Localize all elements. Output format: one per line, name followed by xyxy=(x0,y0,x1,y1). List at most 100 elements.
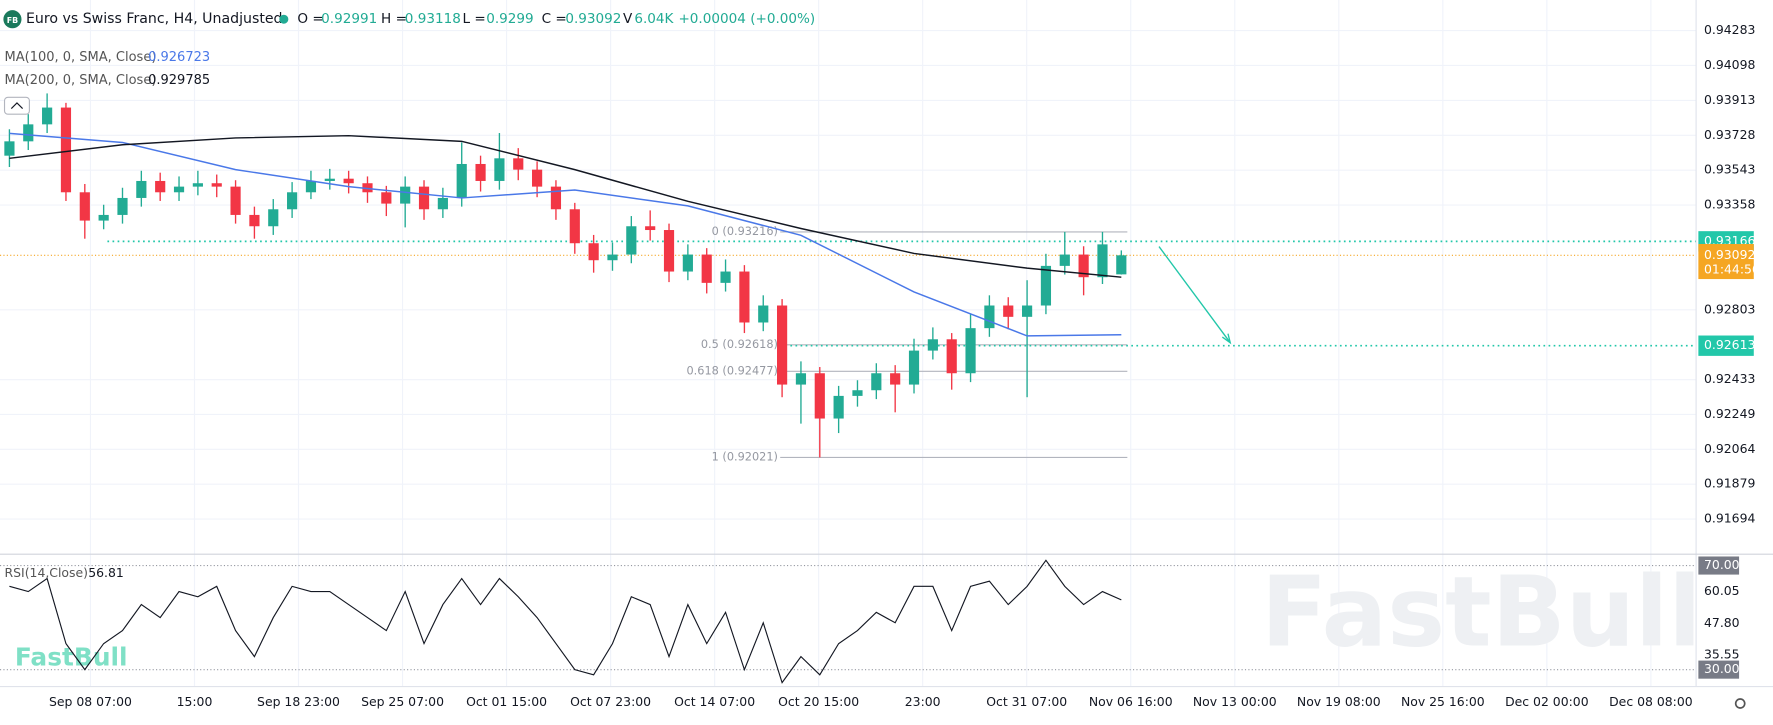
axes: Sep 08 07:00 15:00 Sep 18 23:00 Sep 25 07:0… xyxy=(49,22,1760,709)
countdown: 01:44:56 xyxy=(1704,262,1760,277)
legend-entry: MA(100, 0, SMA, Close) xyxy=(5,50,157,65)
fib-label: 0 (0.93216) xyxy=(712,225,778,238)
chart-title: Euro vs Swiss Franc, H4, Unadjusted xyxy=(26,11,283,27)
candle-body xyxy=(456,163,467,198)
watermark: FastBull xyxy=(1261,556,1702,669)
x-tick-label: Nov 19 08:00 xyxy=(1297,694,1381,709)
ohlc-label: V xyxy=(623,11,633,27)
y-tick-label: 0.93913 xyxy=(1704,92,1755,107)
candle-body xyxy=(249,214,260,227)
candle-body xyxy=(532,169,543,187)
candle-body xyxy=(230,186,241,215)
ma-line xyxy=(9,132,1122,337)
legend: MA(100, 0, SMA, Close)0.926723 MA(200, 0,… xyxy=(5,11,816,580)
ohlc-label: C = xyxy=(542,11,567,27)
candle-body xyxy=(155,180,166,193)
x-tick-label: Nov 06 16:00 xyxy=(1089,694,1173,709)
status-dot xyxy=(279,14,289,24)
change: +0.00004 (+0.00%) xyxy=(678,11,815,27)
candle-body xyxy=(381,192,392,204)
x-tick-label: Oct 07 23:00 xyxy=(570,694,651,709)
y-tick-label: 30.00 xyxy=(1704,661,1740,676)
y-tick-label: 70.00 xyxy=(1704,557,1740,572)
y-tick-label: 0.92064 xyxy=(1704,441,1755,456)
x-tick-label: 15:00 xyxy=(177,694,213,709)
x-tick-label: Oct 31 07:00 xyxy=(986,694,1067,709)
x-tick-label: 23:00 xyxy=(905,694,941,709)
candle-body xyxy=(23,124,34,142)
collapse-button[interactable] xyxy=(3,96,30,115)
candle-body xyxy=(758,305,769,323)
candle-body xyxy=(550,186,562,210)
candle-body xyxy=(475,163,486,181)
rsi-value: 56.81 xyxy=(88,565,124,580)
x-tick-label: Sep 25 07:00 xyxy=(361,694,444,709)
legend-value: 0.926723 xyxy=(148,50,210,65)
ohlc-value: 0.93118 xyxy=(405,11,461,27)
candle-body xyxy=(852,390,863,396)
fib-label: 0.618 (0.92477) xyxy=(686,364,777,377)
candle-body xyxy=(739,271,750,323)
candle-body xyxy=(362,183,373,193)
y-tick-label: 35.55 xyxy=(1704,647,1740,662)
candle-body xyxy=(268,209,279,227)
ohlc-value: 6.04K xyxy=(634,11,674,27)
y-tick-label: 0.93543 xyxy=(1704,162,1755,177)
rsi-band-box xyxy=(1698,556,1740,575)
symbol-badge: FB xyxy=(7,16,18,25)
price-label-box xyxy=(1698,335,1754,356)
candle-body xyxy=(1116,255,1127,275)
x-tick-label: Dec 02 00:00 xyxy=(1505,694,1589,709)
x-tick-label: Oct 20 15:00 xyxy=(778,694,859,709)
y-tick-label: 0.94098 xyxy=(1704,57,1755,72)
candle-body xyxy=(720,271,731,283)
candle-body xyxy=(418,186,430,210)
candle-body xyxy=(701,254,712,283)
x-tick-label: Sep 08 07:00 xyxy=(49,694,132,709)
candle-body xyxy=(192,183,203,187)
candle-body xyxy=(814,373,825,419)
candle-body xyxy=(400,186,411,204)
candle-body xyxy=(777,305,788,385)
candle-body xyxy=(795,373,807,385)
candle-body xyxy=(908,350,920,385)
candle-body xyxy=(946,339,957,374)
settings-button[interactable] xyxy=(1734,698,1746,709)
x-tick-label: Nov 13 00:00 xyxy=(1193,694,1277,709)
current-price-box xyxy=(1698,244,1754,280)
fib-label: 0.5 (0.92618) xyxy=(701,338,778,351)
candle-body xyxy=(211,183,222,187)
ohlc-value: 0.92991 xyxy=(321,11,377,27)
rsi-band-box xyxy=(1698,660,1740,679)
candle-body xyxy=(663,230,675,272)
y-tick-label: 0.92433 xyxy=(1704,371,1755,386)
candle-body xyxy=(98,214,109,221)
rsi-name: RSI(14,Close) xyxy=(5,565,88,580)
candle-body xyxy=(494,158,505,181)
candle-body xyxy=(79,192,90,221)
plot: 0 (0.93216) 0.5 (0.92618) 0.618 (0.92477) 1… xyxy=(0,93,1697,684)
candle-body xyxy=(607,254,618,261)
candle-body xyxy=(927,339,938,351)
ohlc-label: O = xyxy=(297,11,323,27)
ohlc-value: 0.9299 xyxy=(486,11,533,27)
y-tick-label: 0.93358 xyxy=(1704,197,1755,212)
candle-body xyxy=(1078,254,1089,278)
fib-label: 1 (0.92021) xyxy=(712,450,778,463)
candle-body xyxy=(984,305,995,329)
x-tick-label: Nov 25 16:00 xyxy=(1401,694,1485,709)
candle-body xyxy=(117,197,128,215)
candle-body xyxy=(682,254,693,272)
logo: FastBull xyxy=(15,642,128,671)
ma-line xyxy=(9,134,1122,278)
candle-body xyxy=(1022,305,1033,317)
candle-body xyxy=(60,107,72,193)
legend-value: 0.929785 xyxy=(148,73,210,88)
arrow-head xyxy=(1221,333,1232,345)
candle-body xyxy=(287,192,298,210)
candle-body xyxy=(569,209,580,244)
candle-body xyxy=(305,180,317,193)
